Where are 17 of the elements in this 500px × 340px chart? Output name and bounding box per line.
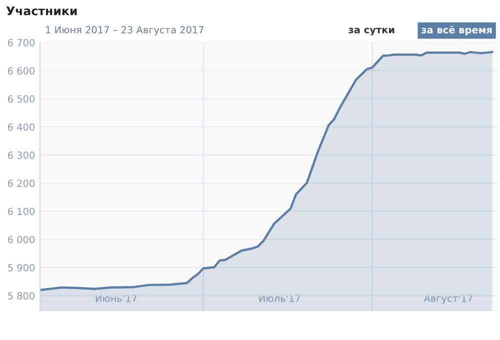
y-tick-label: 6 600: [8, 67, 34, 74]
text: за всё время: [422, 26, 492, 36]
y-tick-label: 5 900: [8, 264, 34, 272]
y-tick-label: 6 200: [8, 180, 34, 187]
y-tick-label: 6 100: [8, 208, 34, 216]
x-tick-label: Август'17: [424, 294, 472, 304]
x-tick-label: Июнь'17: [96, 294, 137, 302]
x-tick-label: Июль'17: [259, 294, 300, 302]
y-tick-label: 5 800: [8, 292, 34, 300]
y-tick-label: 6 300: [8, 151, 34, 159]
text: за сутки: [348, 28, 394, 36]
y-tick-label: 6 500: [8, 95, 34, 103]
y-tick-label: 6 000: [8, 236, 34, 244]
chart-subtitle: 1 Июня 2017 – 23 Августа 2017: [46, 26, 204, 36]
y-tick-label: 6 400: [8, 123, 34, 131]
chart-title: Участники: [6, 6, 77, 16]
y-tick-label: 6 700: [8, 38, 34, 46]
